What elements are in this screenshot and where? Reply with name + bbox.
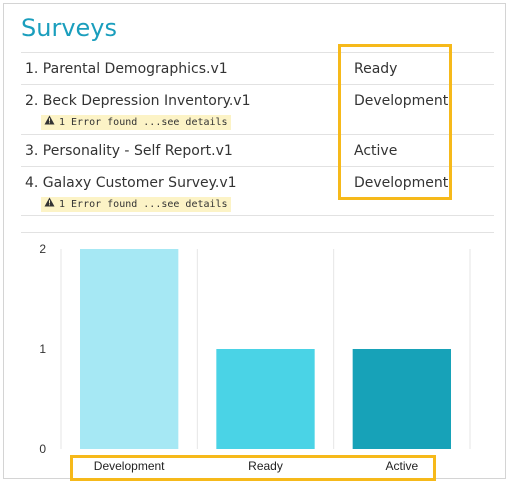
y-tick-label: 2 [39,242,46,256]
x-axis-labels: Development Ready Active [94,459,419,473]
error-badge[interactable]: 1 Error found ...see details [41,197,231,212]
survey-status: Ready [354,61,398,77]
survey-name[interactable]: 3. Personality - Self Report.v1 [25,143,233,159]
warning-triangle-icon [44,115,55,130]
survey-row[interactable]: 1. Parental Demographics.v1 Ready [21,52,494,84]
error-badge[interactable]: 1 Error found ...see details [41,115,231,130]
survey-row[interactable]: 2. Beck Depression Inventory.v1 Developm… [21,84,494,134]
x-tick-label: Ready [248,459,283,473]
bar-active[interactable] [352,349,451,449]
section-divider [21,232,494,233]
warning-triangle-icon [44,197,55,212]
survey-status: Development [354,93,449,109]
x-tick-label: Active [385,459,418,473]
panel-title: Surveys [21,14,117,42]
survey-name[interactable]: 1. Parental Demographics.v1 [25,61,228,77]
y-tick-label: 0 [39,442,46,456]
chart-grid [60,249,471,449]
chart-bars [80,249,451,449]
survey-name[interactable]: 4. Galaxy Customer Survey.v1 [25,175,237,191]
y-axis-ticks: 0 1 2 [39,242,46,456]
error-badge-text: 1 Error found ...see details [59,117,228,128]
error-badge-text: 1 Error found ...see details [59,199,228,210]
bar-ready[interactable] [216,349,315,449]
status-bar-chart: 0 1 2 Development Ready Active [39,242,471,473]
survey-list: 1. Parental Demographics.v1 Ready 2. Bec… [21,52,494,216]
bar-development[interactable] [80,249,179,449]
survey-row[interactable]: 4. Galaxy Customer Survey.v1 Development… [21,166,494,216]
x-tick-label: Development [94,459,165,473]
survey-row[interactable]: 3. Personality - Self Report.v1 Active [21,134,494,166]
survey-status: Active [354,143,398,159]
survey-name[interactable]: 2. Beck Depression Inventory.v1 [25,93,251,109]
y-tick-label: 1 [39,342,46,356]
survey-status: Development [354,175,449,191]
